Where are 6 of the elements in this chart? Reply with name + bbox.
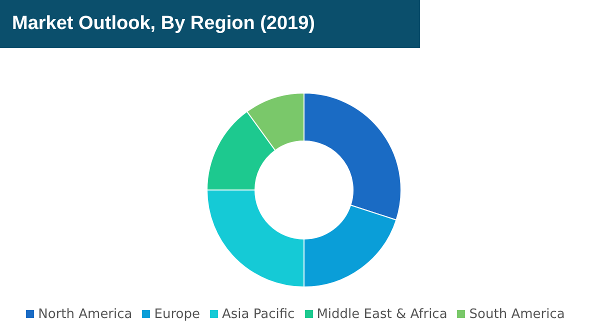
chart-title: Market Outlook, By Region (2019) [0, 0, 420, 48]
legend-label: Asia Pacific [222, 307, 295, 322]
legend-label: Middle East & Africa [316, 307, 448, 322]
legend-label: South America [469, 307, 565, 322]
legend-label: North America [38, 307, 132, 322]
legend-label: Europe [154, 307, 200, 322]
